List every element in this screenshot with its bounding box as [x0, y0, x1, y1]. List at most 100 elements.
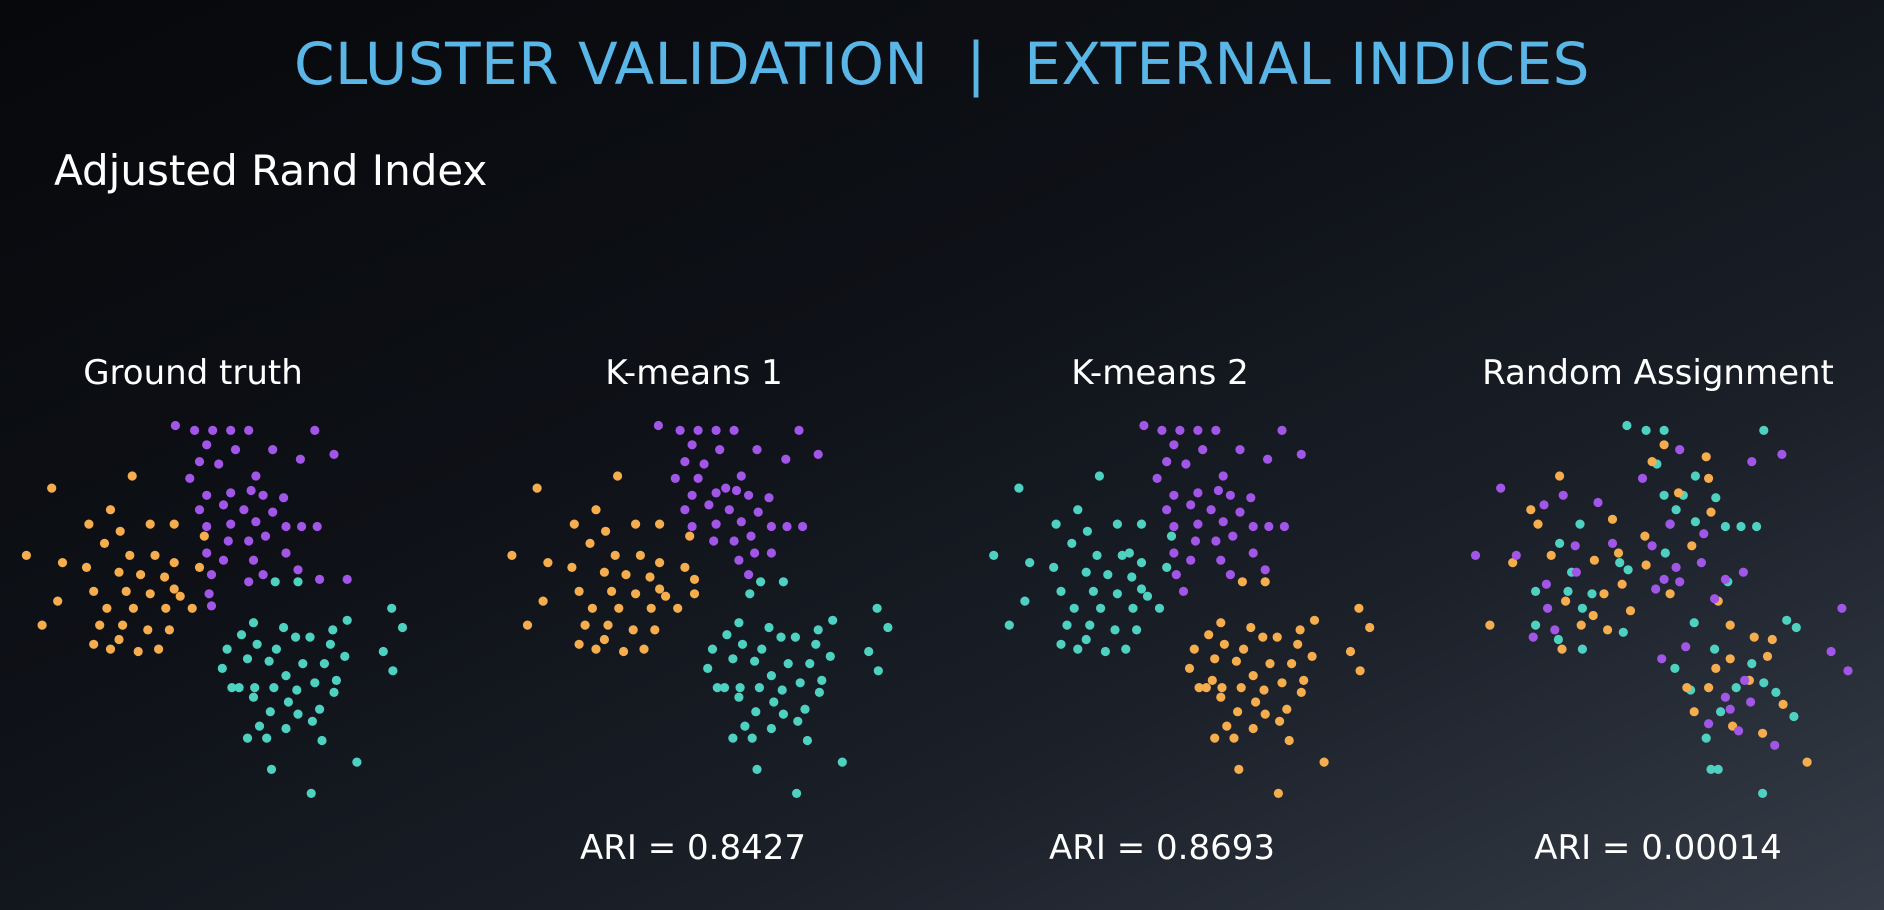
- point-teal: [728, 733, 738, 743]
- point-teal: [242, 733, 253, 743]
- point-teal: [264, 656, 274, 666]
- point-teal: [769, 697, 779, 707]
- point-purple: [736, 517, 746, 527]
- point-purple: [715, 445, 725, 455]
- point-orange: [680, 562, 690, 573]
- point-teal: [248, 618, 259, 628]
- point-purple: [766, 521, 777, 532]
- point-purple: [260, 531, 271, 541]
- ari-label-kmeans-1: ARI = 0.8427: [580, 828, 806, 868]
- point-teal: [252, 639, 262, 649]
- point-purple: [1747, 457, 1757, 467]
- point-teal: [236, 630, 247, 640]
- point-purple: [1777, 449, 1787, 459]
- point-orange: [1508, 558, 1518, 568]
- point-purple: [1710, 594, 1720, 604]
- point-orange: [1184, 663, 1195, 674]
- point-orange: [567, 562, 577, 573]
- point-teal: [719, 683, 730, 693]
- point-teal: [1117, 550, 1127, 561]
- point-orange: [81, 562, 92, 573]
- point-orange: [689, 589, 700, 599]
- point-orange: [1725, 620, 1735, 630]
- point-orange: [105, 644, 116, 654]
- point-orange: [1248, 723, 1258, 734]
- point-teal: [378, 646, 388, 657]
- point-teal: [1132, 625, 1142, 635]
- point-teal: [883, 622, 893, 633]
- point-orange: [37, 620, 47, 630]
- point-orange: [614, 603, 624, 613]
- point-teal: [242, 654, 253, 664]
- point-purple: [251, 471, 261, 481]
- point-orange: [1234, 764, 1244, 775]
- point-teal: [1112, 519, 1122, 529]
- point-purple: [813, 449, 823, 459]
- point-orange: [1599, 589, 1609, 599]
- point-orange: [187, 603, 197, 613]
- point-purple: [1178, 586, 1189, 597]
- point-orange: [1561, 596, 1571, 606]
- point-orange: [1233, 707, 1243, 717]
- point-teal: [283, 697, 293, 707]
- point-teal: [872, 603, 882, 613]
- point-teal: [777, 685, 787, 695]
- point-purple: [653, 420, 664, 431]
- point-orange: [532, 483, 542, 493]
- point-purple: [764, 493, 774, 503]
- point-orange: [118, 620, 128, 630]
- point-orange: [507, 550, 517, 561]
- point-purple: [297, 521, 307, 532]
- point-orange: [631, 589, 641, 599]
- point-purple: [226, 488, 236, 498]
- point-teal: [331, 675, 341, 686]
- point-purple: [223, 536, 233, 546]
- point-teal: [1056, 639, 1066, 649]
- point-orange: [1588, 610, 1598, 621]
- point-teal: [1711, 493, 1721, 503]
- point-teal: [1127, 572, 1137, 582]
- point-purple: [170, 420, 180, 431]
- point-orange: [1259, 685, 1269, 695]
- point-teal: [751, 707, 761, 717]
- point-orange: [1287, 659, 1297, 669]
- point-purple: [312, 521, 322, 532]
- point-orange: [613, 471, 623, 481]
- point-purple: [734, 555, 744, 565]
- point-purple: [1558, 490, 1568, 500]
- point-orange: [522, 620, 533, 630]
- point-purple: [1675, 445, 1685, 455]
- point-purple: [218, 555, 229, 565]
- point-purple: [1186, 500, 1196, 510]
- point-teal: [1789, 711, 1799, 722]
- point-purple: [798, 521, 808, 532]
- point-purple: [1169, 440, 1179, 450]
- point-purple: [1770, 740, 1780, 750]
- point-orange: [1345, 646, 1356, 657]
- point-purple: [1162, 457, 1172, 467]
- point-orange: [175, 591, 185, 601]
- point-purple: [752, 445, 762, 455]
- point-teal: [1689, 618, 1699, 628]
- point-purple: [782, 521, 792, 532]
- point-teal: [1623, 565, 1633, 575]
- ari-label-kmeans-2: ARI = 0.8693: [1049, 828, 1275, 868]
- point-purple: [744, 570, 754, 580]
- point-teal: [800, 704, 810, 714]
- point-teal: [352, 757, 362, 767]
- point-teal: [1136, 584, 1147, 594]
- point-teal: [1771, 687, 1781, 698]
- point-teal: [778, 709, 789, 719]
- point-teal: [1752, 521, 1762, 532]
- point-teal: [1014, 483, 1024, 493]
- point-purple: [680, 505, 690, 515]
- point-orange: [1555, 471, 1565, 481]
- point-orange: [1762, 651, 1773, 662]
- point-orange: [1687, 541, 1697, 551]
- point-teal: [281, 723, 291, 734]
- point-teal: [1791, 622, 1801, 633]
- point-purple: [315, 574, 325, 585]
- panel-title-ground-truth: Ground truth: [83, 353, 303, 393]
- point-purple: [1720, 692, 1730, 702]
- point-teal: [1051, 519, 1061, 529]
